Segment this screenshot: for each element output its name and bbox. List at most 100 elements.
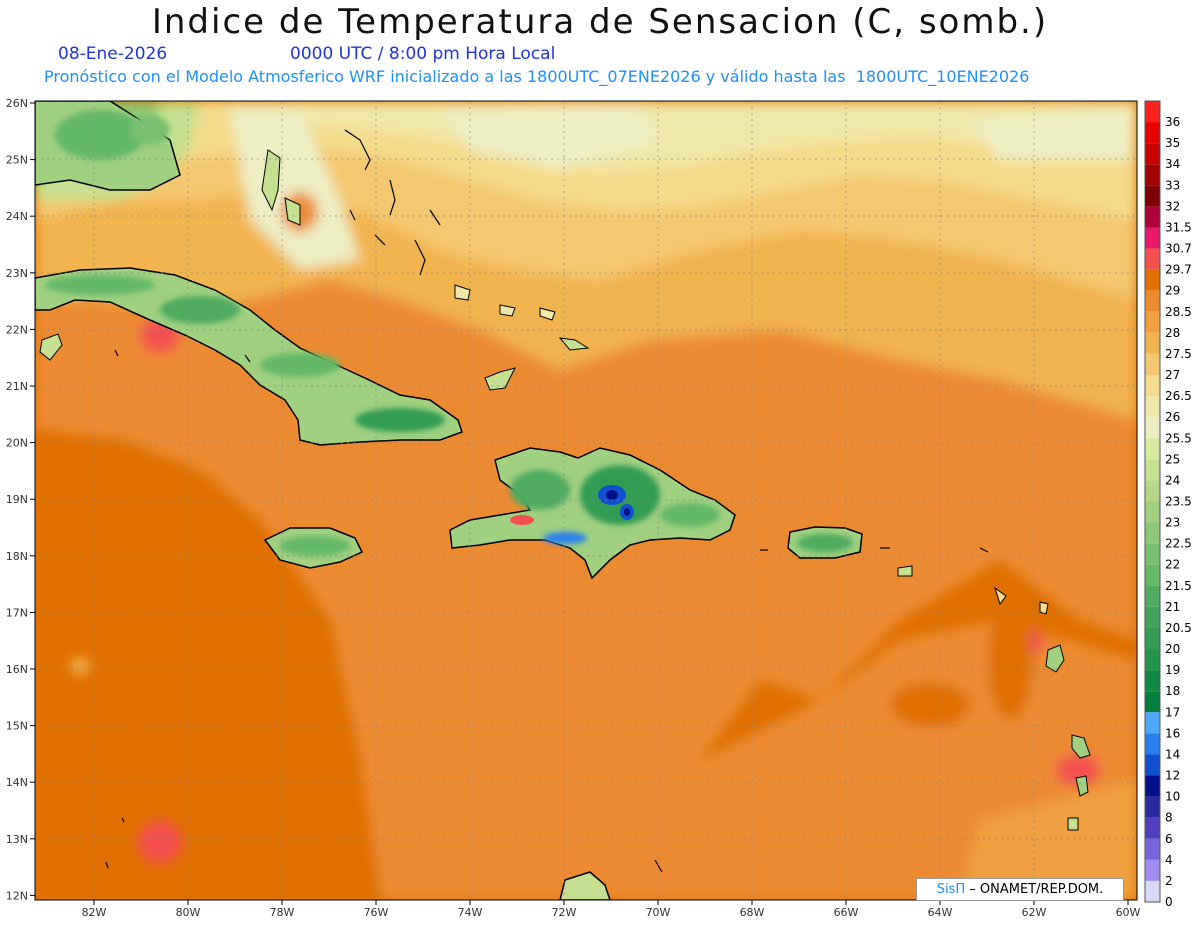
legend-swatch [1145,248,1160,270]
legend-swatch [1145,733,1160,755]
legend-swatch [1145,796,1160,818]
lon-label: 74W [458,906,483,919]
legend-swatch [1145,585,1160,607]
graticule [35,101,1137,900]
legend-label: 22 [1165,558,1180,572]
legend-swatch [1145,269,1160,291]
legend-swatch [1145,649,1160,671]
lat-label: 21N [6,380,28,393]
legend-label: 26 [1165,410,1180,424]
lon-label: 66W [834,906,859,919]
lat-label: 17N [6,606,28,619]
legend-swatch [1145,227,1160,249]
lat-label: 15N [6,720,28,733]
lon-label: 76W [364,906,389,919]
legend-swatch [1145,564,1160,586]
legend-label: 18 [1165,684,1180,698]
legend-border [1144,100,1161,903]
legend-label: 28 [1165,326,1180,340]
forecast-time: 0000 UTC / 8:00 pm Hora Local [290,44,556,64]
legend-swatch [1145,817,1160,839]
color-legend: 363534333231.530.729.72928.52827.52726.5… [1144,100,1192,909]
legend-swatch [1145,290,1160,312]
legend-swatch [1145,670,1160,692]
legend-swatch [1145,396,1160,418]
legend-label: 21.5 [1165,579,1192,593]
legend-label: 19 [1165,663,1180,677]
legend-swatch [1145,838,1160,860]
map-title: Indice de Temperatura de Sensacion (C, s… [151,2,1049,42]
legend-swatch [1145,880,1160,902]
legend-label: 36 [1165,115,1180,129]
legend-swatch [1145,185,1160,207]
legend-label: 23.5 [1165,495,1192,509]
legend-label: 26.5 [1165,389,1192,403]
lat-label: 14N [6,776,28,789]
credit-org: – ONAMET/REP.DOM. [969,882,1104,897]
lon-label: 70W [646,906,671,919]
legend-label: 21 [1165,600,1180,614]
legend-label: 6 [1165,832,1173,846]
legend-swatch [1145,164,1160,186]
legend-label: 2 [1165,874,1173,888]
forecast-date: 08-Ene-2026 [58,44,168,64]
lat-label: 26N [6,97,28,110]
legend-label: 12 [1165,769,1180,783]
legend-label: 31.5 [1165,220,1192,234]
legend-label: 29 [1165,284,1180,298]
credit-brand: SisΠ [936,882,966,897]
lat-label: 18N [6,550,28,563]
legend-swatch [1145,712,1160,734]
legend-swatch [1145,417,1160,439]
legend-label: 10 [1165,790,1180,804]
longitude-axis: 82W 80W 78W 76W 74W 72W 70W 68W 66W 64W 62W 60W [82,900,1141,919]
legend-label: 30.7 [1165,242,1192,256]
legend-swatch [1145,143,1160,165]
legend-label: 27.5 [1165,347,1192,361]
lat-label: 24N [6,210,28,223]
lat-label: 12N [6,889,28,902]
lat-label: 22N [6,323,28,336]
legend-label: 20 [1165,642,1180,656]
legend-label: 29.7 [1165,263,1192,277]
legend-label: 24 [1165,473,1180,487]
lon-label: 72W [552,906,577,919]
legend-swatch [1145,459,1160,481]
land-masses [35,101,1091,900]
forecast-description: Pronóstico con el Modelo Atmosferico WRF… [44,67,1030,86]
legend-label: 34 [1165,157,1180,171]
legend-swatch [1145,353,1160,376]
lat-label: 25N [6,154,28,167]
legend-label: 27 [1165,368,1180,382]
legend-label: 0 [1165,895,1173,909]
legend-swatch [1145,627,1160,650]
legend-label: 20.5 [1165,621,1192,635]
legend-label: 33 [1165,178,1180,192]
legend-label: 23 [1165,516,1180,530]
lat-label: 16N [6,663,28,676]
lon-label: 62W [1022,906,1047,919]
legend-swatch [1145,206,1160,228]
legend-label: 28.5 [1165,305,1192,319]
legend-label: 25 [1165,452,1180,466]
legend-swatch [1145,332,1160,354]
legend-swatch [1145,775,1160,797]
legend-label: 17 [1165,705,1180,719]
legend-label: 8 [1165,811,1173,825]
lon-label: 80W [176,906,201,919]
legend-swatch [1145,543,1160,565]
legend-label: 25.5 [1165,431,1192,445]
latitude-axis: 26N 25N 24N 23N 22N 21N 20N 19N 18N 17N 16N 15N 14N 1… [6,97,35,902]
lon-label: 82W [82,906,107,919]
legend-label: 22.5 [1165,537,1192,551]
legend-swatch [1145,691,1160,713]
legend-swatch [1145,101,1160,123]
legend-swatch [1145,311,1160,333]
lon-label: 68W [740,906,765,919]
legend-swatch [1145,122,1160,144]
legend-swatch [1145,522,1160,544]
legend-swatch [1145,754,1160,776]
lon-label: 60W [1116,906,1141,919]
legend-label: 35 [1165,136,1180,150]
legend-label: 4 [1165,853,1173,867]
